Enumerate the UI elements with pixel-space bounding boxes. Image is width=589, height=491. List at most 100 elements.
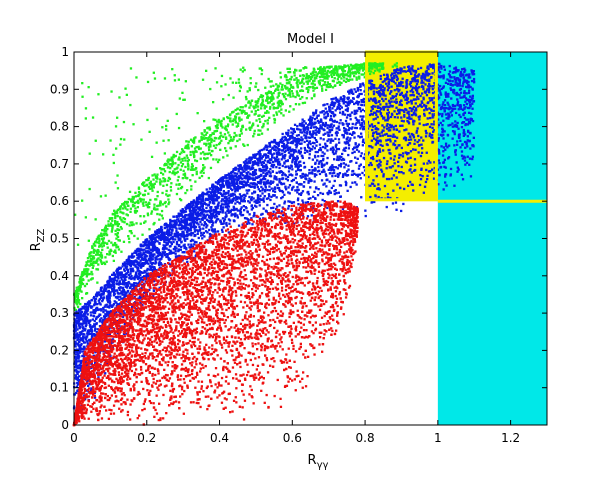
data-point [268,80,272,83]
data-point [116,272,119,275]
data-point [229,77,232,80]
data-point [108,250,111,253]
data-point [130,223,134,227]
data-point [265,105,268,108]
data-point [149,198,152,202]
data-point [189,239,193,243]
data-point [448,80,452,83]
data-point [144,257,147,260]
data-point [368,67,371,71]
data-point [248,87,251,90]
data-point [356,175,359,178]
data-point [142,194,146,197]
data-point [453,92,456,95]
data-point [422,96,425,99]
data-point [254,100,257,103]
data-point [423,114,426,117]
data-point [113,300,116,303]
data-point [253,129,256,132]
data-point [464,123,467,127]
data-point [355,121,358,124]
data-point [84,117,87,120]
data-point [389,104,392,107]
data-point [190,185,193,188]
data-point [192,218,195,222]
data-point [433,66,436,69]
data-point [346,74,349,77]
data-point [211,189,214,192]
data-point [88,255,91,258]
data-point [292,129,296,132]
data-point [313,142,316,145]
data-point [319,137,322,140]
data-point [153,203,156,206]
data-point [167,248,170,251]
data-point [364,209,367,212]
data-point [360,63,363,66]
data-point [468,89,471,92]
data-point [93,396,97,399]
data-point [181,159,184,162]
data-point [331,79,334,82]
data-point [228,119,232,122]
data-point [272,166,275,169]
data-point [348,78,351,81]
data-point [408,115,411,118]
data-point [374,105,377,108]
data-point [163,253,167,257]
data-point [417,144,421,147]
data-point [148,228,151,231]
data-point [385,167,388,170]
data-point [296,85,299,88]
data-point [322,155,325,158]
data-point [360,132,363,135]
data-point [81,282,85,286]
data-point [444,113,448,116]
data-point [224,147,227,150]
data-point [414,114,418,117]
data-point [307,181,310,184]
data-point [425,104,428,108]
data-point [470,99,473,102]
data-point [249,77,252,80]
data-point [74,345,77,348]
data-point [185,140,188,143]
data-point [118,281,121,284]
data-point [361,69,365,72]
data-point [339,96,343,99]
data-point [273,152,276,155]
data-point [457,134,461,137]
data-point [240,171,243,174]
data-point [383,88,386,92]
data-point [295,158,299,161]
data-point [229,113,232,116]
data-point [94,249,97,252]
data-point [406,116,409,120]
data-point [239,68,242,71]
data-point [97,250,100,253]
data-point [110,230,113,233]
data-point [169,234,172,237]
data-point [353,150,356,154]
data-point [230,111,234,114]
data-point [465,102,468,106]
data-point [263,147,266,150]
data-point [140,287,143,290]
data-point [165,163,168,166]
data-point [160,228,164,232]
data-point [221,222,224,225]
data-point [86,260,90,263]
data-point [122,310,125,313]
data-point [293,123,297,126]
data-point [130,283,133,286]
data-point [400,68,403,72]
data-point [168,194,171,197]
data-point [155,141,158,144]
data-point [245,207,248,210]
data-point [186,189,189,192]
data-point [208,128,211,131]
data-point [391,202,395,205]
data-point [311,71,315,74]
data-point [253,107,256,110]
data-point [234,202,237,205]
